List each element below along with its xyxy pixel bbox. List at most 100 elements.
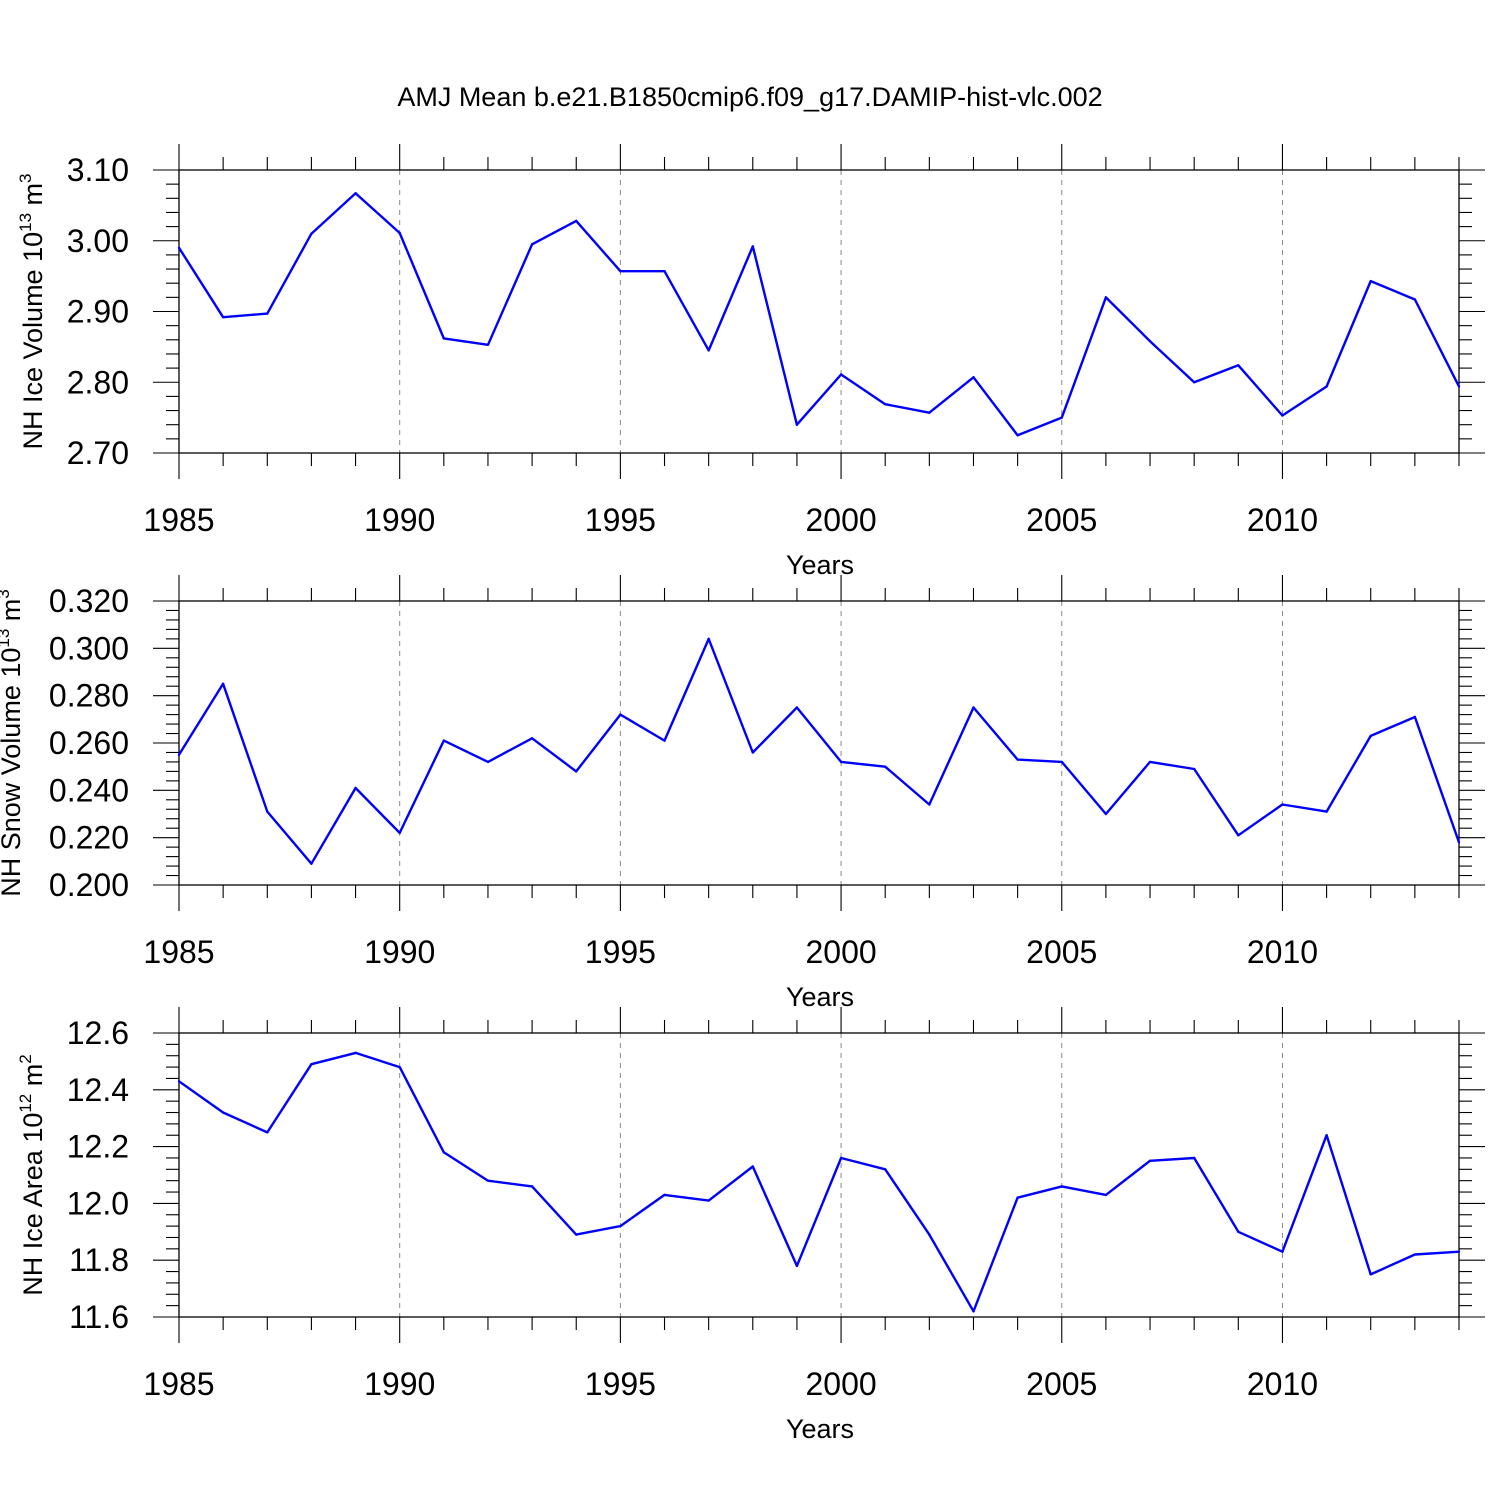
data-point — [1148, 760, 1152, 764]
y-tick-label: 3.00 — [67, 223, 129, 259]
data-point — [310, 232, 313, 235]
y-axis-title-unit: m — [18, 1064, 48, 1094]
x-tick-label: 1985 — [143, 934, 214, 970]
data-point — [1192, 381, 1196, 384]
y-tick-label: 2.80 — [67, 364, 129, 400]
data-point — [486, 1179, 490, 1182]
data-point — [1192, 767, 1196, 771]
data-point — [1369, 1273, 1372, 1276]
data-point — [530, 243, 534, 246]
figure-title: AMJ Mean b.e21.B1850cmip6.f09_g17.DAMIP-… — [397, 82, 1102, 112]
data-point — [442, 1151, 446, 1154]
data-point — [266, 1131, 269, 1134]
x-tick-label: 2000 — [805, 502, 876, 538]
data-point — [972, 376, 975, 379]
data-point — [1104, 1193, 1108, 1197]
data-point — [1016, 758, 1019, 761]
y-axis-title: NH Ice Volume 1013 m3 — [16, 174, 48, 450]
data-point — [266, 312, 269, 315]
data-point — [619, 1224, 622, 1228]
data-point — [442, 337, 446, 340]
y-tick-label: 11.8 — [69, 1242, 129, 1278]
data-point — [398, 1065, 401, 1069]
data-point — [619, 713, 622, 716]
y-axis-title-exponent: 12 — [16, 1094, 35, 1113]
y-tick-label: 12.0 — [67, 1185, 129, 1221]
data-point — [354, 786, 357, 790]
data-point — [1325, 1134, 1328, 1137]
data-point — [751, 245, 754, 248]
data-point — [530, 737, 534, 740]
data-point — [221, 315, 225, 319]
data-point — [1237, 364, 1240, 367]
data-point — [795, 706, 799, 709]
data-point — [928, 411, 931, 414]
data-point — [884, 765, 887, 768]
x-tick-label: 1985 — [143, 1366, 214, 1402]
y-axis-title-unit-exponent: 2 — [16, 1054, 35, 1063]
data-point — [398, 831, 401, 835]
y-tick-label: 11.6 — [69, 1299, 129, 1335]
data-point — [1369, 734, 1372, 738]
data-point — [1237, 834, 1240, 837]
y-tick-label: 0.220 — [49, 820, 129, 856]
panel-3: 1985 1990 1995 2000 2005 2010 Years 11.6 11.8 12.… — [16, 1007, 1485, 1444]
data-point — [1192, 1156, 1196, 1160]
data-point — [884, 1168, 887, 1171]
data-point — [575, 1233, 578, 1236]
y-tick-label: 0.280 — [49, 678, 129, 714]
data-point — [884, 402, 887, 406]
y-tick-label: 12.4 — [67, 1072, 129, 1108]
panels: 1985 1990 1995 2000 2005 2010 Years 2.70 2.80 2.9… — [0, 144, 1485, 1444]
panel-2: 1985 1990 1995 2000 2005 2010 Years 0.200 0.220 0… — [0, 575, 1485, 1012]
data-point — [1237, 1230, 1240, 1234]
x-tick-label: 2005 — [1026, 1366, 1097, 1402]
x-tick-label: 2000 — [805, 934, 876, 970]
data-point — [266, 810, 269, 813]
data-point — [1369, 279, 1372, 283]
data-point — [1016, 1196, 1019, 1199]
x-tick-label: 1995 — [585, 1366, 656, 1402]
data-point — [1457, 841, 1461, 844]
x-tick-label: 1995 — [585, 934, 656, 970]
data-point — [839, 760, 843, 764]
data-point — [707, 1199, 710, 1202]
data-point — [177, 753, 181, 757]
data-point — [310, 1063, 313, 1066]
y-axis-title-exponent: 13 — [16, 213, 35, 232]
data-point — [795, 423, 799, 426]
series-line — [177, 192, 1461, 437]
x-axis-title: Years — [786, 1414, 854, 1444]
data-point — [1148, 1159, 1152, 1163]
data-point — [1457, 385, 1461, 388]
x-tick-label: 2000 — [805, 1366, 876, 1402]
y-axis-title: NH Ice Area 1012 m2 — [16, 1054, 48, 1295]
data-point — [398, 231, 401, 235]
data-point — [663, 739, 666, 742]
x-axis-title: Years — [786, 550, 854, 580]
panel-1: 1985 1990 1995 2000 2005 2010 Years 2.70 2.80 2.9… — [16, 144, 1485, 580]
plot-frame — [178, 1032, 1460, 1318]
data-point — [1281, 1250, 1284, 1253]
y-axis-title-base: NH Snow Volume 10 — [0, 648, 26, 897]
y-axis-title-base: NH Ice Volume 10 — [18, 232, 48, 450]
data-point — [486, 343, 490, 346]
data-point — [442, 739, 446, 742]
data-point — [221, 1111, 225, 1114]
data-point — [177, 1080, 181, 1083]
series-line — [177, 637, 1461, 865]
data-point — [839, 1156, 843, 1160]
data-point — [1016, 434, 1019, 437]
data-point — [972, 1310, 975, 1313]
y-tick-label: 3.10 — [67, 152, 129, 188]
y-axis-title-unit: m — [18, 183, 48, 213]
x-tick-label: 1990 — [364, 1366, 435, 1402]
x-tick-label: 2005 — [1026, 502, 1097, 538]
data-point — [1413, 1253, 1417, 1256]
y-axis-title: NH Snow Volume 1013 m3 — [0, 589, 26, 897]
x-tick-label: 2005 — [1026, 934, 1097, 970]
data-point — [751, 751, 754, 754]
data-point — [1281, 414, 1284, 417]
